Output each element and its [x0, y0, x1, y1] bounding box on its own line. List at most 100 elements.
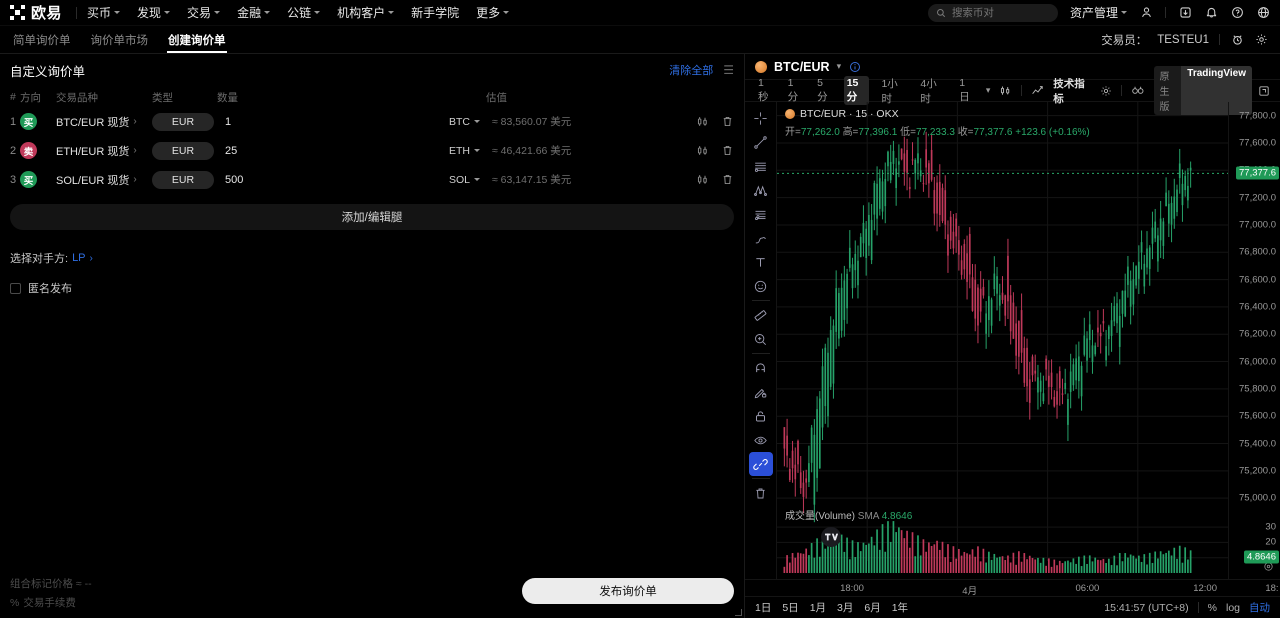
okx-logo[interactable]: 欧易: [10, 2, 62, 23]
chart-type-candles-icon[interactable]: [999, 84, 1012, 97]
nav-item-chain[interactable]: 公链: [287, 4, 321, 21]
timeframe-4h[interactable]: 4小时: [920, 77, 937, 105]
range-3m[interactable]: 3月: [837, 602, 854, 614]
alarm-icon[interactable]: [1230, 33, 1244, 47]
unit-selector[interactable]: BTC: [449, 116, 486, 128]
horizontal-lines-icon[interactable]: [749, 154, 773, 178]
chart-settings-gear-icon[interactable]: [1100, 85, 1112, 97]
price-axis[interactable]: 77,800.077,600.077,400.077,200.077,000.0…: [1228, 102, 1280, 579]
nav-item-academy[interactable]: 新手学院: [411, 6, 460, 20]
unit-selector[interactable]: SOL: [449, 174, 486, 186]
gear-icon[interactable]: [1254, 33, 1268, 47]
candlestick-chart-icon[interactable]: [696, 115, 709, 128]
nav-item-trade[interactable]: 交易: [187, 4, 221, 21]
user-icon[interactable]: [1139, 6, 1153, 20]
chevron-down-icon[interactable]: ▾: [836, 61, 842, 71]
add-edit-leg-button[interactable]: 添加/编辑腿: [10, 204, 734, 230]
pitchfork-pattern-icon[interactable]: [749, 178, 773, 202]
range-1d[interactable]: 1日: [755, 602, 772, 614]
timeframe-1h[interactable]: 1小时: [881, 77, 898, 105]
ruler-icon[interactable]: [749, 303, 773, 327]
timeframe-15m[interactable]: 15分: [843, 76, 870, 105]
download-icon[interactable]: [1178, 6, 1192, 20]
brush-icon[interactable]: [749, 226, 773, 250]
panel-resize-handle[interactable]: [735, 609, 742, 616]
symbol-selector[interactable]: SOL/EUR 现货 ›: [56, 172, 152, 188]
side-badge-sell[interactable]: 卖: [20, 142, 37, 159]
timeframe-1m[interactable]: 1分: [787, 77, 799, 103]
chart-engine-tradingview[interactable]: TradingView: [1181, 66, 1252, 115]
search-input[interactable]: [951, 6, 1051, 19]
candlestick-chart-icon[interactable]: [696, 144, 709, 157]
search-box[interactable]: [927, 3, 1058, 22]
quantity-input[interactable]: [225, 115, 375, 128]
tab-rfq-market[interactable]: 询价单市场: [90, 34, 149, 47]
indicators-label[interactable]: 技术指标: [1053, 77, 1085, 105]
bell-icon[interactable]: [1204, 6, 1218, 20]
info-icon[interactable]: [848, 60, 862, 74]
clear-all-button[interactable]: 清除全部: [669, 65, 714, 77]
nav-item-discover[interactable]: 发现: [137, 4, 171, 21]
side-badge-buy[interactable]: 买: [20, 113, 37, 130]
tab-simple-rfq[interactable]: 简单询价单: [13, 34, 71, 47]
timeframe-1d[interactable]: 1日: [959, 77, 970, 103]
trend-line-icon[interactable]: [749, 130, 773, 154]
assets-management-menu[interactable]: 资产管理: [1070, 4, 1127, 21]
delete-row-icon[interactable]: [721, 173, 734, 186]
nav-item-more[interactable]: 更多: [476, 4, 510, 21]
range-5d[interactable]: 5日: [782, 602, 799, 614]
crosshair-icon[interactable]: [749, 106, 773, 130]
delete-row-icon[interactable]: [721, 144, 734, 157]
fullscreen-icon[interactable]: [1258, 85, 1270, 97]
nav-item-institutional[interactable]: 机构客户: [337, 4, 395, 21]
auto-scale-toggle[interactable]: 自动: [1249, 602, 1270, 614]
drawing-mode-lock-icon[interactable]: [749, 380, 773, 404]
counterparty-value[interactable]: LP: [72, 252, 86, 264]
quantity-input[interactable]: [225, 173, 375, 186]
chevron-right-icon[interactable]: ›: [89, 252, 93, 264]
globe-icon[interactable]: [1256, 6, 1270, 20]
chart-pair-name[interactable]: BTC/EUR: [774, 59, 830, 74]
text-tool-icon[interactable]: [749, 250, 773, 274]
hide-drawings-eye-icon[interactable]: [749, 428, 773, 452]
percent-scale-toggle[interactable]: %: [1207, 601, 1217, 614]
anonymous-checkbox[interactable]: [10, 282, 21, 294]
quantity-input[interactable]: [225, 144, 375, 157]
zoom-in-icon[interactable]: [749, 327, 773, 351]
chevron-down-icon[interactable]: ▾: [985, 85, 991, 95]
range-1y[interactable]: 1年: [891, 602, 909, 614]
log-scale-toggle[interactable]: log: [1225, 601, 1240, 614]
help-icon[interactable]: [1230, 6, 1244, 20]
remove-drawings-trash-icon[interactable]: [749, 481, 773, 505]
candlestick-plot[interactable]: [777, 102, 1228, 579]
side-badge-buy[interactable]: 买: [20, 171, 37, 188]
symbol-selector[interactable]: ETH/EUR 现货 ›: [56, 143, 152, 159]
tab-create-rfq[interactable]: 创建询价单: [167, 26, 227, 53]
lock-icon[interactable]: [749, 404, 773, 428]
magnet-icon[interactable]: [749, 356, 773, 380]
symbol-selector[interactable]: BTC/EUR 现货 ›: [56, 114, 152, 130]
range-1m[interactable]: 1月: [809, 602, 827, 614]
candlestick-chart-icon[interactable]: [696, 173, 709, 186]
delete-row-icon[interactable]: [721, 115, 734, 128]
emoji-icon[interactable]: [749, 274, 773, 298]
compare-symbol-icon[interactable]: [1131, 85, 1145, 97]
timeframe-5m[interactable]: 5分: [817, 77, 828, 103]
nav-item-finance[interactable]: 金融: [237, 4, 271, 21]
type-selector[interactable]: EUR: [152, 170, 214, 189]
range-6m[interactable]: 6月: [864, 602, 881, 614]
type-selector[interactable]: EUR: [152, 141, 214, 160]
chart-plot-area[interactable]: BTC/EUR · 15 · OKX 开=77,262.0 高=77,396.1…: [777, 102, 1228, 579]
panel-drag-handle[interactable]: ☰: [723, 63, 734, 77]
unit-selector[interactable]: ETH: [449, 145, 486, 157]
anonymous-publish-option[interactable]: 匿名发布: [10, 280, 744, 296]
type-selector[interactable]: EUR: [152, 112, 214, 131]
chart-engine-native[interactable]: 原生版: [1159, 72, 1170, 113]
publish-rfq-button[interactable]: 发布询价单: [522, 578, 734, 604]
timeframe-1s[interactable]: 1秒: [758, 77, 769, 103]
time-axis[interactable]: 18:00 4月 06:00 12:00 18:: [745, 579, 1280, 597]
tradingview-logo[interactable]: [821, 527, 841, 547]
sync-drawings-link-icon[interactable]: [748, 452, 773, 476]
nav-item-buy-crypto[interactable]: 买币: [87, 4, 121, 21]
indicators-icon[interactable]: [1031, 84, 1044, 97]
